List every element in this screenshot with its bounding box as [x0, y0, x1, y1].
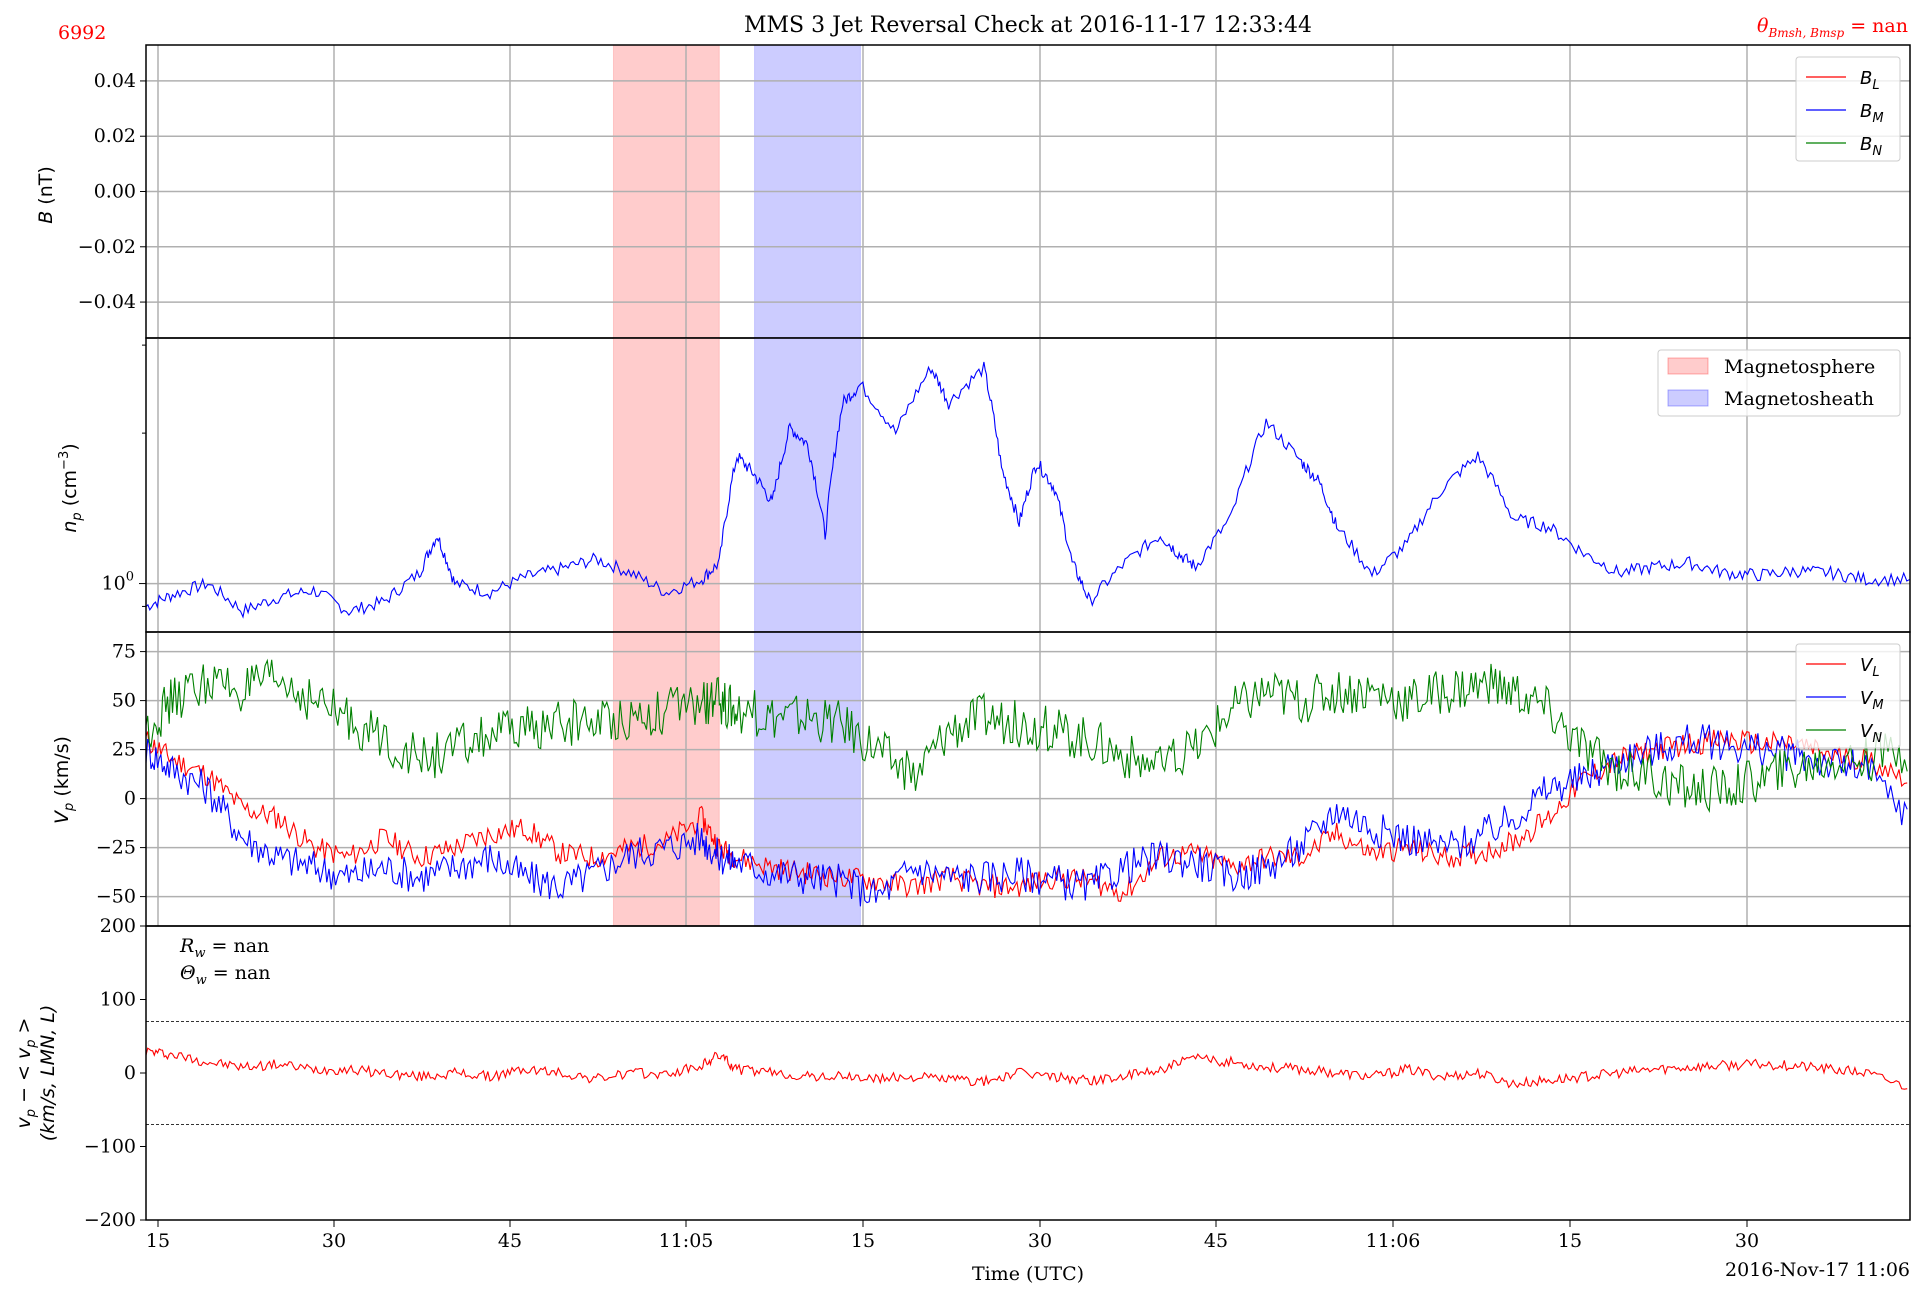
legend-label-magnetosphere: Magnetosphere: [1724, 356, 1875, 378]
figure-id-label: 6992: [58, 22, 106, 44]
y-tick-label: 0.00: [94, 181, 136, 203]
x-tick-label: 15: [851, 1230, 875, 1252]
y-tick-label: 0: [124, 1062, 136, 1084]
deviation-series-line: [145, 1047, 1908, 1090]
y-tick-label: 100: [100, 989, 136, 1011]
y-axis-label-np: np (cm−3): [57, 443, 85, 532]
figure-title: MMS 3 Jet Reversal Check at 2016-11-17 1…: [744, 13, 1312, 38]
legend-swatch-magnetosheath: [1667, 389, 1709, 407]
x-tick-label: 30: [1735, 1230, 1759, 1252]
magnetosphere-interval: [612, 631, 720, 927]
x-tick-label: 30: [1028, 1230, 1052, 1252]
rw-annotation: Rw = nan: [179, 935, 269, 961]
panel-frame: [145, 925, 1911, 1221]
y-tick-label: −50: [96, 886, 136, 908]
x-tick-label: 30: [322, 1230, 346, 1252]
legend-box: [1795, 643, 1901, 749]
theta-annotation: θBmsh, Bmsp = nan: [1757, 15, 1908, 40]
y-tick-label: 50: [112, 690, 136, 712]
y-axis-label-vp: Vp (km/s): [51, 736, 77, 824]
velocity-series-vn: [145, 658, 1908, 813]
y-tick-label: 0.02: [94, 125, 136, 147]
y-axis-label-b: B (nT): [35, 166, 57, 224]
legend-swatch-magnetosphere: [1667, 357, 1709, 375]
x-tick-label: 45: [1204, 1230, 1228, 1252]
legend-label-magnetosheath: Magnetosheath: [1724, 388, 1874, 410]
y-tick-label: 0.04: [94, 70, 136, 92]
x-tick-label: 11:06: [1366, 1230, 1421, 1252]
magnetosphere-interval: [612, 337, 720, 633]
x-tick-label: 45: [498, 1230, 522, 1252]
y-tick-label: −200: [84, 1209, 136, 1231]
y-tick-label: −100: [84, 1136, 136, 1158]
panel-density: 100 Magnetosphere Magnetosheath: [102, 337, 1911, 633]
y-tick-label: 0: [124, 788, 136, 810]
panel-frame: [145, 337, 1911, 633]
density-series-line: [145, 361, 1911, 619]
y-tick-label: 100: [102, 570, 134, 595]
y-tick-label: −0.02: [78, 236, 136, 258]
legend-box: [1795, 56, 1901, 162]
x-axis-label: Time (UTC): [972, 1263, 1084, 1285]
x-tick-label: 15: [1558, 1230, 1582, 1252]
y-tick-label: −25: [96, 837, 136, 859]
y-axis-label-dev-line1: vp − < vp >: [13, 1018, 39, 1129]
velocity-series-vm: [145, 724, 1908, 907]
panel-velocity-deviation: 200 100 0 −100 −200: [84, 915, 1911, 1231]
y-tick-label: 75: [112, 641, 136, 663]
y-tick-label: 25: [112, 739, 136, 761]
x-tick-label: 15: [146, 1230, 170, 1252]
x-axis-date-label: 2016-Nov-17 11:06: [1725, 1259, 1910, 1281]
magnetosheath-interval: [754, 337, 861, 633]
y-axis-label-dev-line2: (km/s, LMN, L): [37, 1005, 59, 1142]
legend-box: [1657, 349, 1901, 417]
thetaw-annotation: Θw = nan: [180, 962, 271, 988]
x-tick-label: 11:05: [659, 1230, 714, 1252]
y-tick-label: −0.04: [78, 291, 136, 313]
y-tick-label: 200: [100, 915, 136, 937]
